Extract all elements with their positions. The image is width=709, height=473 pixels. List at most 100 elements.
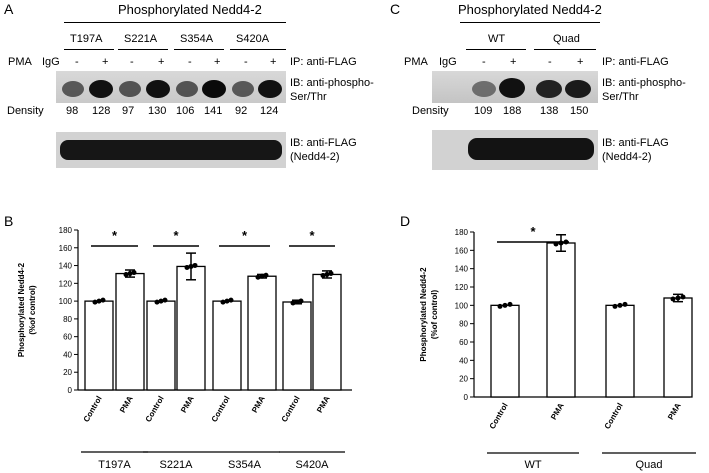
y-tick-label: 120 xyxy=(59,279,73,288)
y-tick-label: 180 xyxy=(455,228,469,237)
data-point xyxy=(154,299,160,305)
c-sign-3: - xyxy=(548,56,552,68)
c-sign-2: + xyxy=(510,56,517,68)
data-point xyxy=(324,271,330,277)
y-tick-label: 20 xyxy=(63,368,72,377)
y-axis-label-line1: Phosphorylated Nedd4-2 xyxy=(419,267,428,362)
category-label: Control xyxy=(488,402,510,431)
y-tick-label: 60 xyxy=(63,333,72,342)
data-point xyxy=(298,298,304,304)
y-tick-label: 160 xyxy=(455,246,469,255)
bar xyxy=(605,304,635,398)
density-7: 92 xyxy=(235,105,248,117)
category-label: PMA xyxy=(549,401,566,421)
c-igg-label: IgG xyxy=(439,56,457,68)
mutant-label-s420a: S420A xyxy=(236,33,270,45)
group-label: T197A xyxy=(98,459,131,471)
sign-7: - xyxy=(244,56,248,68)
y-axis-label-line1: Phosphorylated Nedd4-2 xyxy=(17,262,26,357)
data-point xyxy=(617,302,623,308)
density-5: 106 xyxy=(176,105,195,117)
sign-8: + xyxy=(270,56,277,68)
y-tick-label: 140 xyxy=(455,265,469,274)
phospho-blot xyxy=(56,71,286,103)
density-label: Density xyxy=(7,105,44,117)
bar xyxy=(115,272,145,391)
data-point xyxy=(224,298,230,304)
data-point xyxy=(320,272,326,278)
y-tick-label: 40 xyxy=(63,350,72,359)
data-point xyxy=(188,263,194,269)
data-point xyxy=(100,297,106,303)
data-point xyxy=(497,303,503,309)
c-ib1-label-line1: IB: anti-phospho- xyxy=(602,77,686,89)
group-label: S420A xyxy=(295,459,329,471)
c-flag-blot xyxy=(432,130,598,170)
mutant-underline-s420a xyxy=(230,49,286,50)
data-point xyxy=(127,271,133,277)
panel-b-letter: B xyxy=(4,213,14,229)
c-density-3: 138 xyxy=(540,105,559,117)
sign-1: - xyxy=(75,56,79,68)
bar xyxy=(663,297,693,398)
bar xyxy=(146,300,176,391)
ib1-label-line2: Ser/Thr xyxy=(290,91,327,103)
y-tick-label: 0 xyxy=(68,386,73,395)
bar xyxy=(84,300,114,391)
density-8: 124 xyxy=(260,105,279,117)
data-point xyxy=(192,262,198,268)
significance-star: * xyxy=(309,228,315,243)
c-ib2-label-line2: (Nedd4-2) xyxy=(602,151,652,163)
group-label: S354A xyxy=(228,459,262,471)
data-point xyxy=(670,296,676,302)
y-axis-label-line2: (%of control) xyxy=(28,285,37,335)
group-label-wt: WT xyxy=(488,33,506,45)
data-point xyxy=(290,300,296,306)
sign-2: + xyxy=(102,56,109,68)
panel-c-title: Phosphorylated Nedd4-2 xyxy=(458,2,602,17)
c-phospho-blot xyxy=(432,71,598,103)
panel-a-title-underline xyxy=(64,22,286,23)
group-underline-quad xyxy=(534,49,596,50)
group-underline-wt xyxy=(466,49,526,50)
y-tick-label: 80 xyxy=(63,315,72,324)
ib1-label-line1: IB: anti-phospho- xyxy=(290,77,374,89)
data-point xyxy=(255,274,261,280)
y-tick-label: 100 xyxy=(455,301,469,310)
density-3: 97 xyxy=(122,105,135,117)
y-tick-label: 60 xyxy=(459,338,468,347)
data-point xyxy=(259,273,265,279)
data-point xyxy=(263,272,269,278)
c-ib1-label-line2: Ser/Thr xyxy=(602,91,639,103)
data-point xyxy=(328,270,334,276)
bar xyxy=(490,304,520,398)
group-label-quad: Quad xyxy=(553,33,580,45)
mutant-underline-s221a xyxy=(118,49,168,50)
group-label: WT xyxy=(524,459,541,471)
ip-label: IP: anti-FLAG xyxy=(290,56,357,68)
y-tick-label: 140 xyxy=(59,262,73,271)
panel-c-letter: C xyxy=(390,1,401,17)
data-point xyxy=(123,272,129,278)
density-2: 128 xyxy=(92,105,111,117)
density-4: 130 xyxy=(148,105,167,117)
data-point xyxy=(184,264,190,270)
bar xyxy=(312,273,342,391)
c-pma-label: PMA xyxy=(404,56,428,68)
y-tick-label: 120 xyxy=(455,283,469,292)
c-density-1: 109 xyxy=(474,105,493,117)
pma-label: PMA xyxy=(8,56,32,68)
y-axis-label-line2: (%of control) xyxy=(430,290,439,340)
c-sign-1: - xyxy=(482,56,486,68)
y-tick-label: 20 xyxy=(459,375,468,384)
c-density-4: 150 xyxy=(570,105,589,117)
y-tick-label: 0 xyxy=(464,393,469,402)
y-tick-label: 40 xyxy=(459,356,468,365)
panel-a-title: Phosphorylated Nedd4-2 xyxy=(118,2,262,17)
group-label: S221A xyxy=(159,459,193,471)
data-point xyxy=(220,299,226,305)
significance-star: * xyxy=(112,228,118,243)
data-point xyxy=(92,299,98,305)
